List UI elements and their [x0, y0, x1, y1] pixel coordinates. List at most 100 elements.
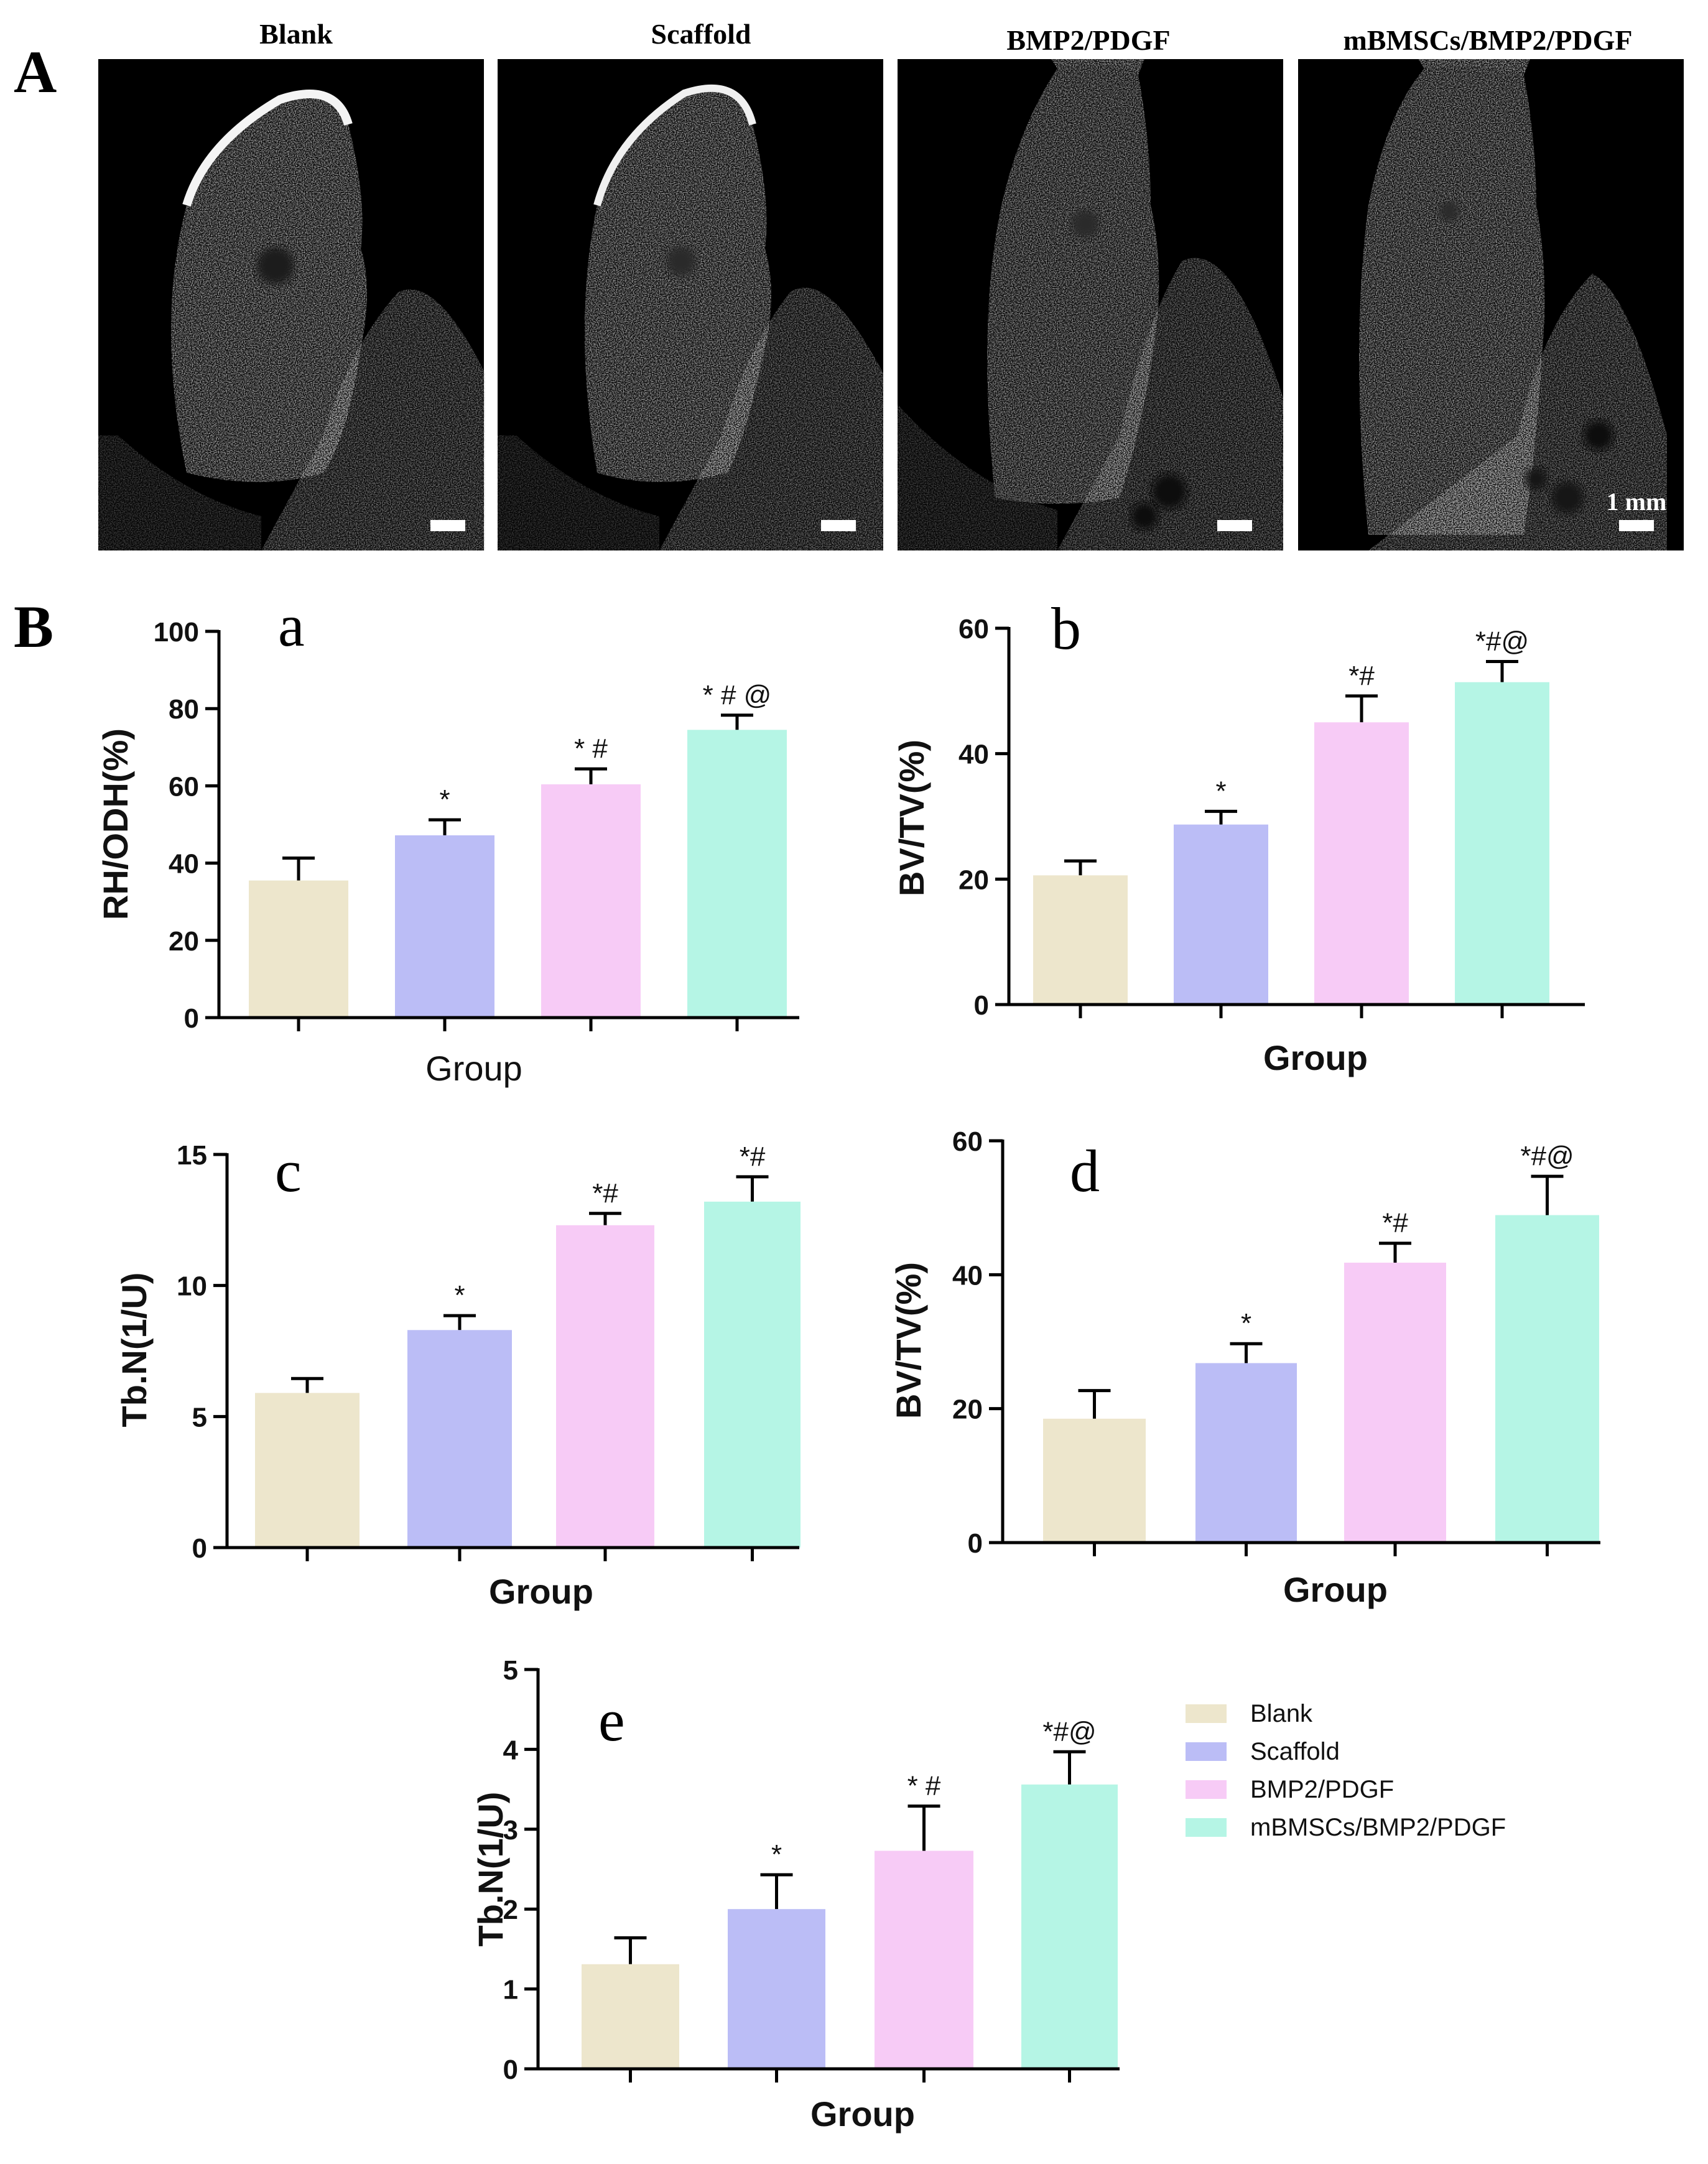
significance-label: * #	[574, 733, 608, 764]
y-axis-title: BV/TV(%)	[892, 740, 931, 896]
bar	[1195, 1363, 1297, 1543]
micrograph-title: BMP2/PDGF	[1006, 24, 1170, 56]
legend-item-bmp2-pdgf: BMP2/PDGF	[1186, 1776, 1394, 1803]
y-tick-label: 20	[169, 926, 199, 957]
chart-e: e * * # *#@ 0 1 2 3 4 5 Tb.N(1/U) Group	[471, 1655, 1120, 2134]
y-tick-label: 10	[177, 1271, 207, 1302]
y-tick-label: 40	[958, 740, 989, 770]
significance-label: *	[771, 1839, 782, 1870]
micrograph-title: Blank	[259, 18, 333, 50]
y-tick-label: 2	[503, 1895, 518, 1925]
chart-c: c * *# *# 0 5 10 15 Tb.N(1/U) Group	[114, 1138, 801, 1611]
x-axis-title: Group	[425, 1049, 522, 1088]
panel-label-a: A	[14, 39, 57, 105]
scale-bar	[430, 520, 465, 531]
significance-label: *	[454, 1280, 465, 1311]
y-tick-label: 100	[154, 617, 199, 648]
bar	[541, 784, 641, 1018]
bone-section	[898, 59, 1283, 550]
y-tick-label: 15	[177, 1140, 207, 1171]
panel-letter: a	[278, 592, 305, 659]
legend-swatch	[1186, 1704, 1227, 1723]
significance-label: *#	[592, 1178, 618, 1209]
y-tick-label: 1	[503, 1975, 518, 2005]
y-axis-title: Tb.N(1/U)	[114, 1273, 154, 1428]
legend-item-blank: Blank	[1186, 1700, 1313, 1727]
y-tick-label: 0	[503, 2055, 518, 2085]
bar	[687, 730, 787, 1018]
legend-label: mBMSCs/BMP2/PDGF	[1250, 1814, 1506, 1841]
bar	[1455, 682, 1549, 1005]
x-axis-title: Group	[489, 1572, 593, 1611]
significance-label: *#	[1382, 1208, 1408, 1238]
y-tick-label: 0	[974, 990, 989, 1021]
panel-letter: e	[598, 1687, 625, 1753]
bar	[255, 1393, 360, 1548]
y-tick-label: 5	[192, 1402, 207, 1433]
y-tick-label: 0	[192, 1533, 207, 1564]
bar	[1033, 875, 1128, 1005]
micrograph-blank: Blank	[98, 18, 485, 550]
y-tick-label: 40	[952, 1260, 983, 1291]
bar	[582, 1964, 679, 2069]
y-tick-label: 20	[958, 865, 989, 895]
chart-b: b * *# *#@ 0 20 40 60 BV/TV(%) Group	[892, 595, 1585, 1077]
significance-label: *#@	[1475, 626, 1529, 656]
legend-swatch	[1186, 1818, 1227, 1837]
significance-label: *#@	[1042, 1716, 1096, 1747]
bar	[1495, 1215, 1599, 1543]
x-axis-title: Group	[810, 2094, 915, 2134]
panel-label-b: B	[14, 593, 53, 660]
scale-bar	[821, 520, 856, 531]
panel-letter: b	[1051, 595, 1081, 662]
bar	[1314, 722, 1409, 1005]
scale-bar-label: 1 mm	[1607, 488, 1667, 516]
y-tick-label: 3	[503, 1815, 518, 1846]
y-tick-label: 60	[958, 614, 989, 644]
bone-section	[1359, 59, 1667, 550]
chart-d: d * *# *#@ 0 20 40 60 BV/TV(%) Group	[889, 1126, 1600, 1609]
y-tick-label: 0	[184, 1003, 199, 1034]
scale-bar	[1217, 520, 1252, 531]
y-tick-label: 5	[503, 1655, 518, 1686]
bar	[395, 835, 494, 1018]
scale-bar	[1619, 520, 1654, 531]
x-axis-title: Group	[1263, 1038, 1368, 1077]
bar	[875, 1851, 973, 2069]
significance-label: *#@	[1520, 1141, 1574, 1171]
legend-label: BMP2/PDGF	[1250, 1776, 1394, 1803]
x-axis-title: Group	[1283, 1570, 1388, 1609]
y-tick-label: 80	[169, 694, 199, 725]
significance-label: *#	[1348, 661, 1375, 691]
y-tick-label: 20	[952, 1395, 983, 1425]
legend-item-mbmscs-bmp2-pdgf: mBMSCs/BMP2/PDGF	[1186, 1814, 1506, 1841]
y-axis-title: RH/ODH(%)	[96, 728, 135, 920]
y-tick-label: 60	[169, 771, 199, 802]
legend-item-scaffold: Scaffold	[1186, 1738, 1340, 1765]
micrograph-bmp2-pdgf: BMP2/PDGF	[898, 24, 1283, 550]
significance-label: * #	[907, 1771, 941, 1801]
micrograph-scaffold: Scaffold	[498, 18, 883, 550]
bar	[704, 1201, 801, 1548]
bone-section	[98, 90, 485, 550]
significance-label: *#	[740, 1141, 766, 1172]
significance-label: *	[1241, 1308, 1251, 1339]
bar	[249, 880, 348, 1018]
significance-label: *	[1215, 776, 1226, 806]
chart-a: a * * # * # @ 0 20 40 60 80 100 RH/ODH(%) Group	[96, 592, 799, 1088]
y-axis-title: BV/TV(%)	[889, 1262, 928, 1419]
micrograph-title: mBMSCs/BMP2/PDGF	[1343, 24, 1632, 56]
bar	[1021, 1784, 1118, 2069]
legend: Blank Scaffold BMP2/PDGF mBMSCs/BMP2/PDG…	[1186, 1700, 1506, 1841]
significance-label: *	[439, 784, 450, 815]
y-tick-label: 4	[503, 1735, 519, 1765]
y-tick-label: 60	[952, 1126, 983, 1157]
bar	[728, 1909, 825, 2069]
panel-letter: d	[1070, 1138, 1100, 1204]
significance-label: * # @	[703, 680, 772, 710]
bar	[407, 1330, 512, 1548]
bone-section	[498, 84, 883, 550]
bar	[556, 1225, 654, 1548]
